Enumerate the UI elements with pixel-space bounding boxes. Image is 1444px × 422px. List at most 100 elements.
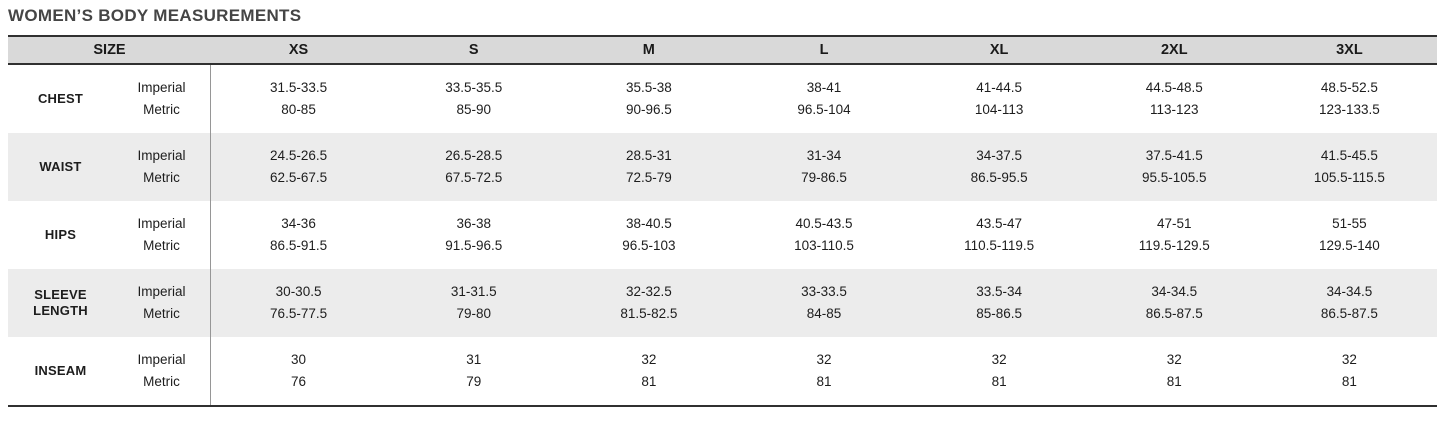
imperial-value: 34-36: [281, 216, 316, 231]
imperial-label: Imperial: [137, 148, 186, 163]
table-row: INSEAM Imperial Metric 30 76 31 79 32 81…: [8, 337, 1437, 405]
imperial-value: 33-33.5: [801, 284, 847, 299]
measurement-value-cell: 33.5-34 85-86.5: [912, 269, 1087, 337]
column-header-size-value: 2XL: [1160, 42, 1188, 58]
measurement-name: INSEAM: [34, 363, 87, 378]
metric-value: 80-85: [281, 102, 316, 117]
metric-value: 81: [1166, 374, 1182, 389]
imperial-label: Imperial: [137, 352, 186, 367]
metric-value: 81.5-82.5: [620, 306, 678, 321]
column-header-size-value: L: [819, 42, 829, 58]
imperial-value: 32-32.5: [625, 284, 672, 299]
imperial-value: 38-40.5: [625, 216, 672, 231]
measurement-value-cell: 32-32.5 81.5-82.5: [561, 269, 736, 337]
measurement-name-cell: SLEEVE LENGTH: [8, 269, 113, 337]
page-title: WOMEN’S BODY MEASUREMENTS: [8, 6, 302, 25]
table-row: HIPS Imperial Metric 34-36 86.5-91.5 36-…: [8, 201, 1437, 269]
imperial-value: 33.5-35.5: [445, 80, 503, 95]
metric-value: 62.5-67.5: [270, 170, 328, 185]
measurement-value-cell: 32 81: [736, 337, 911, 405]
table-row: SLEEVE LENGTH Imperial Metric 30-30.5 76…: [8, 269, 1437, 337]
unit-labels-cell: Imperial Metric: [113, 133, 211, 201]
imperial-value: 31-31.5: [450, 284, 497, 299]
unit-labels-cell: Imperial Metric: [113, 269, 211, 337]
metric-label: Metric: [143, 238, 180, 253]
metric-value: 86.5-87.5: [1145, 306, 1203, 321]
metric-label: Metric: [143, 306, 180, 321]
metric-value: 105.5-115.5: [1313, 170, 1385, 185]
unit-labels-cell: Imperial Metric: [113, 337, 211, 405]
measurement-value-cell: 33-33.5 84-85: [736, 269, 911, 337]
measurement-value-cell: 32 81: [912, 337, 1087, 405]
imperial-value: 32: [1166, 352, 1182, 367]
measurement-value-cell: 44.5-48.5 113-123: [1087, 65, 1262, 133]
table-row: CHEST Imperial Metric 31.5-33.5 80-85 33…: [8, 65, 1437, 133]
metric-value: 103-110.5: [794, 238, 854, 253]
metric-value: 76: [291, 374, 307, 389]
imperial-value: 31.5-33.5: [270, 80, 328, 95]
imperial-value: 35.5-38: [625, 80, 672, 95]
imperial-value: 43.5-47: [976, 216, 1023, 231]
measurement-value-cell: 34-36 86.5-91.5: [211, 201, 386, 269]
metric-value: 72.5-79: [625, 170, 672, 185]
metric-value: 104-113: [974, 102, 1024, 117]
imperial-label: Imperial: [137, 80, 186, 95]
metric-value: 79: [466, 374, 482, 389]
unit-labels-cell: Imperial Metric: [113, 65, 211, 133]
metric-value: 79-80: [456, 306, 491, 321]
metric-value: 81: [991, 374, 1007, 389]
measurements-table: SIZE XS S M L XL 2XL 3XL CHEST Imperial Metric…: [8, 35, 1437, 407]
imperial-label: Imperial: [137, 216, 186, 231]
imperial-value: 48.5-52.5: [1320, 80, 1378, 95]
measurement-value-cell: 51-55 129.5-140: [1262, 201, 1437, 269]
metric-value: 86.5-95.5: [970, 170, 1028, 185]
measurement-name: WAIST: [39, 159, 82, 174]
imperial-value: 38-41: [806, 80, 842, 95]
imperial-value: 32: [816, 352, 832, 367]
metric-value: 113-123: [1150, 102, 1199, 117]
metric-value: 123-133.5: [1319, 102, 1380, 117]
imperial-value: 28.5-31: [625, 148, 672, 163]
metric-value: 81: [641, 374, 657, 389]
metric-value: 96.5-103: [622, 238, 676, 253]
measurement-value-cell: 30 76: [211, 337, 386, 405]
metric-value: 95.5-105.5: [1141, 170, 1207, 185]
measurement-name-cell: INSEAM: [8, 337, 113, 405]
imperial-value: 24.5-26.5: [270, 148, 328, 163]
imperial-value: 41-44.5: [976, 80, 1023, 95]
measurement-value-cell: 48.5-52.5 123-133.5: [1262, 65, 1437, 133]
metric-value: 76.5-77.5: [270, 306, 328, 321]
measurement-value-cell: 24.5-26.5 62.5-67.5: [211, 133, 386, 201]
imperial-value: 26.5-28.5: [445, 148, 503, 163]
measurement-name: SLEEVE LENGTH: [33, 287, 88, 318]
imperial-label: Imperial: [137, 284, 186, 299]
measurement-value-cell: 41.5-45.5 105.5-115.5: [1262, 133, 1437, 201]
metric-value: 84-85: [806, 306, 842, 321]
measurement-value-cell: 40.5-43.5 103-110.5: [736, 201, 911, 269]
measurement-value-cell: 31-34 79-86.5: [736, 133, 911, 201]
measurement-value-cell: 47-51 119.5-129.5: [1087, 201, 1262, 269]
metric-value: 81: [1341, 374, 1357, 389]
imperial-value: 34-34.5: [1326, 284, 1373, 299]
imperial-value: 31: [466, 352, 482, 367]
imperial-value: 44.5-48.5: [1145, 80, 1203, 95]
measurement-value-cell: 32 81: [1262, 337, 1437, 405]
measurement-value-cell: 28.5-31 72.5-79: [561, 133, 736, 201]
metric-value: 119.5-129.5: [1138, 238, 1210, 253]
table-header-row: SIZE XS S M L XL 2XL 3XL: [8, 37, 1437, 65]
measurement-value-cell: 31-31.5 79-80: [386, 269, 561, 337]
measurement-value-cell: 34-34.5 86.5-87.5: [1262, 269, 1437, 337]
metric-label: Metric: [143, 102, 180, 117]
column-header-size-value: S: [468, 42, 479, 58]
imperial-value: 32: [1341, 352, 1357, 367]
metric-value: 86.5-91.5: [270, 238, 328, 253]
imperial-value: 34-34.5: [1151, 284, 1198, 299]
metric-value: 110.5-119.5: [964, 238, 1035, 253]
metric-value: 90-96.5: [625, 102, 672, 117]
measurement-value-cell: 38-40.5 96.5-103: [561, 201, 736, 269]
unit-labels-cell: Imperial Metric: [113, 201, 211, 269]
measurement-value-cell: 30-30.5 76.5-77.5: [211, 269, 386, 337]
measurement-name: CHEST: [37, 91, 84, 106]
measurement-value-cell: 33.5-35.5 85-90: [386, 65, 561, 133]
